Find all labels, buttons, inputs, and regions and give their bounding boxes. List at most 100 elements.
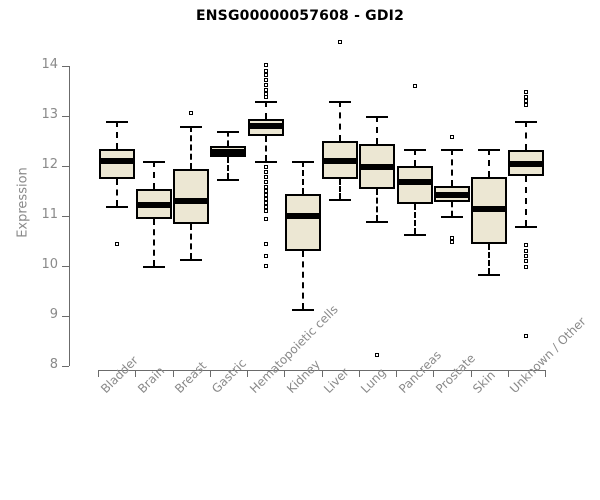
whisker-lower bbox=[488, 243, 492, 274]
y-tick-mark bbox=[62, 166, 69, 167]
whisker-lower bbox=[525, 176, 529, 226]
whisker-cap-lower bbox=[515, 226, 537, 228]
whisker-cap-lower bbox=[404, 233, 426, 236]
y-tick-mark bbox=[62, 366, 69, 367]
y-tick-label: 13 bbox=[41, 107, 58, 122]
outlier-point bbox=[264, 185, 268, 189]
whisker-lower bbox=[265, 136, 269, 161]
whisker-cap-upper bbox=[515, 121, 537, 123]
outlier-point bbox=[264, 63, 268, 67]
whisker-cap-upper bbox=[217, 131, 239, 133]
whisker-cap-upper bbox=[478, 148, 500, 151]
outlier-point bbox=[264, 189, 268, 193]
outlier-point bbox=[524, 259, 528, 263]
y-tick-mark bbox=[62, 266, 69, 267]
whisker-upper bbox=[451, 148, 455, 186]
whisker-cap-upper bbox=[292, 161, 314, 163]
whisker-lower bbox=[302, 251, 306, 309]
y-tick-label: 12 bbox=[41, 157, 58, 172]
whisker-cap-upper bbox=[106, 121, 128, 123]
outlier-point bbox=[524, 265, 528, 269]
median-line bbox=[359, 164, 395, 170]
whisker-cap-upper bbox=[366, 116, 388, 118]
y-tick-label: 10 bbox=[41, 257, 58, 272]
whisker-upper bbox=[227, 131, 231, 146]
x-axis-category-label: Gastric bbox=[209, 356, 250, 396]
median-line bbox=[136, 202, 172, 208]
whisker-upper bbox=[153, 161, 157, 189]
outlier-point bbox=[524, 103, 528, 107]
outlier-point bbox=[264, 209, 268, 213]
outlier-point bbox=[115, 242, 119, 246]
whisker-cap-lower bbox=[255, 161, 277, 163]
outlier-point bbox=[264, 201, 268, 205]
outlier-point bbox=[264, 242, 268, 246]
x-axis-line bbox=[98, 370, 545, 371]
median-line bbox=[99, 158, 135, 164]
outlier-point bbox=[264, 180, 268, 184]
median-line bbox=[248, 123, 284, 129]
outlier-point bbox=[450, 240, 454, 244]
whisker-lower bbox=[451, 202, 455, 216]
outlier-point bbox=[524, 95, 528, 99]
x-tick-mark bbox=[396, 370, 397, 377]
median-line bbox=[508, 160, 544, 167]
outlier-point bbox=[264, 73, 268, 77]
x-tick-mark bbox=[471, 370, 472, 377]
box bbox=[285, 193, 321, 251]
outlier-point bbox=[189, 111, 193, 115]
whisker-lower bbox=[414, 203, 418, 234]
x-tick-mark bbox=[545, 370, 546, 377]
y-tick-mark bbox=[62, 316, 69, 317]
y-tick-label: 8 bbox=[49, 357, 58, 372]
whisker-cap-lower bbox=[329, 198, 351, 201]
whisker-upper bbox=[414, 148, 418, 166]
whisker-cap-lower bbox=[441, 216, 463, 218]
median-line bbox=[471, 205, 507, 212]
median-line bbox=[285, 213, 321, 219]
x-tick-mark bbox=[284, 370, 285, 377]
median-line bbox=[210, 149, 246, 155]
x-axis-category-label: Skin bbox=[470, 368, 499, 396]
whisker-cap-upper bbox=[180, 126, 202, 128]
whisker-cap-upper bbox=[143, 161, 165, 163]
outlier-point bbox=[413, 84, 417, 88]
whisker-lower bbox=[227, 157, 231, 179]
x-tick-mark bbox=[322, 370, 323, 377]
whisker-upper bbox=[190, 126, 194, 169]
whisker-cap-lower bbox=[478, 273, 500, 276]
whisker-cap-upper bbox=[329, 101, 351, 103]
outlier-point bbox=[264, 264, 268, 268]
chart-title: ENSG00000057608 - GDI2 bbox=[195, 8, 405, 24]
outlier-point bbox=[524, 99, 528, 103]
y-tick-mark bbox=[62, 216, 69, 217]
x-tick-mark bbox=[433, 370, 434, 377]
outlier-point bbox=[524, 243, 528, 247]
outlier-point bbox=[264, 217, 268, 221]
x-tick-mark bbox=[359, 370, 360, 377]
whisker-upper bbox=[265, 101, 269, 119]
whisker-lower bbox=[339, 178, 343, 199]
median-line bbox=[173, 198, 209, 204]
outlier-point bbox=[450, 135, 454, 139]
whisker-upper bbox=[339, 101, 343, 141]
outlier-point bbox=[450, 236, 454, 240]
x-tick-mark bbox=[173, 370, 174, 377]
outlier-point bbox=[524, 90, 528, 94]
whisker-cap-lower bbox=[366, 221, 388, 223]
x-axis-category-label: Breast bbox=[172, 358, 210, 396]
outlier-point bbox=[375, 353, 379, 357]
x-tick-mark bbox=[135, 370, 136, 377]
outlier-point bbox=[264, 69, 268, 73]
whisker-lower bbox=[190, 223, 194, 259]
whisker-upper bbox=[376, 116, 380, 144]
x-axis-category-label: Brain bbox=[134, 363, 168, 396]
y-tick-mark bbox=[62, 66, 69, 67]
x-tick-mark bbox=[210, 370, 211, 377]
outlier-point bbox=[264, 170, 268, 174]
x-tick-mark bbox=[508, 370, 509, 377]
outlier-point bbox=[524, 254, 528, 258]
y-tick-label: 9 bbox=[49, 307, 58, 322]
whisker-lower bbox=[153, 218, 157, 266]
